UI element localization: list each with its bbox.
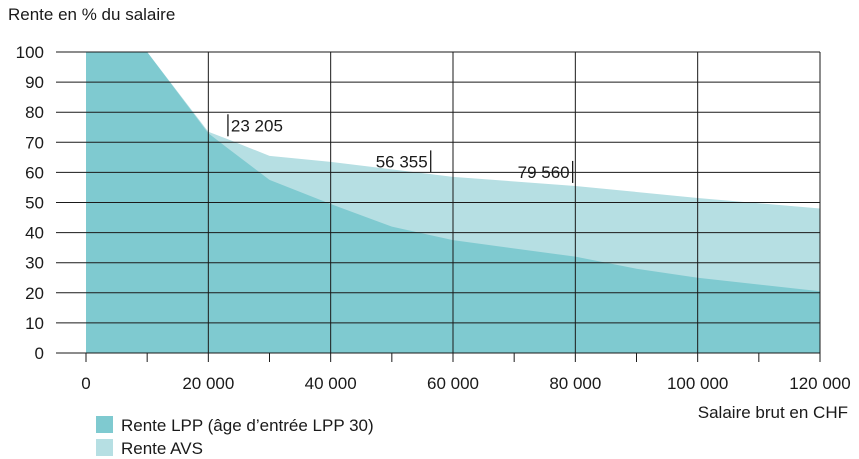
axes (56, 352, 821, 362)
y-tick-label-20: 20 (25, 284, 44, 303)
y-tick-label-100: 100 (16, 43, 44, 62)
y-tick-labels: 0 10 20 30 40 50 60 70 80 90 100 (16, 43, 44, 363)
annotation-label: 79 560 (518, 163, 570, 182)
y-tick-label-30: 30 (25, 254, 44, 273)
x-tick-label-0: 0 (81, 374, 90, 393)
legend: Rente LPP (âge d’entrée LPP 30) Rente AV… (96, 416, 374, 458)
y-tick-label-60: 60 (25, 163, 44, 182)
y-tick-label-10: 10 (25, 314, 44, 333)
y-axis-title: Rente en % du salaire (8, 5, 175, 24)
annotation-label: 23 205 (231, 116, 283, 135)
x-tick-label-100000: 100 000 (667, 374, 728, 393)
legend-label-lpp: Rente LPP (âge d’entrée LPP 30) (121, 416, 374, 435)
area-series-lpp (86, 52, 820, 353)
x-tick-label-120000: 120 000 (789, 374, 850, 393)
y-tick-label-90: 90 (25, 73, 44, 92)
annotation-label: 56 355 (376, 152, 428, 171)
x-axis-title: Salaire brut en CHF (698, 403, 848, 422)
x-tick-label-60000: 60 000 (427, 374, 479, 393)
annotations: 23 205 56 355 79 560 (227, 114, 574, 183)
x-tick-label-20000: 20 000 (182, 374, 234, 393)
y-tick-label-40: 40 (25, 224, 44, 243)
grid (56, 51, 821, 354)
legend-swatch-lpp (96, 416, 113, 433)
y-tick-label-0: 0 (35, 344, 44, 363)
y-tick-label-80: 80 (25, 103, 44, 122)
y-tick-label-70: 70 (25, 133, 44, 152)
legend-label-avs: Rente AVS (121, 439, 203, 458)
x-tick-label-40000: 40 000 (305, 374, 357, 393)
legend-swatch-avs (96, 439, 113, 456)
x-tick-label-80000: 80 000 (549, 374, 601, 393)
y-tick-label-50: 50 (25, 194, 44, 213)
x-tick-labels: 0 20 000 40 000 60 000 80 000 100 000 120 000 (81, 374, 850, 393)
